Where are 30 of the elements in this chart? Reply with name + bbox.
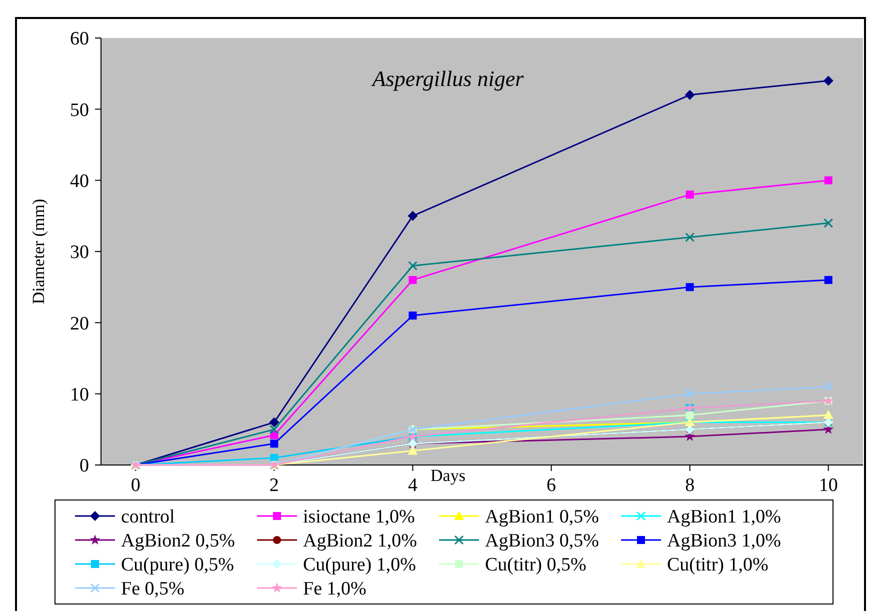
x-axis-title: Days	[430, 466, 466, 485]
y-tick-label: 10	[70, 384, 89, 406]
y-tick-label: 50	[70, 100, 89, 121]
legend-label: AgBion1 1,0%	[667, 506, 782, 528]
legend-label: Cu(pure) 0,5%	[121, 554, 234, 576]
y-tick-label: 40	[70, 170, 89, 192]
y-tick-label: 30	[70, 242, 89, 264]
x-tick-label: 10	[818, 475, 838, 496]
legend-label: Cu(titr) 0,5%	[485, 554, 586, 576]
legend-label: Cu(pure) 1,0%	[303, 554, 416, 576]
legend-label: Cu(titr) 1,0%	[667, 554, 768, 576]
x-tick-label: 2	[269, 475, 279, 496]
legend-label: AgBion3 0,5%	[485, 530, 600, 552]
x-tick-label: 8	[685, 475, 695, 496]
annotation: Aspergillus niger	[370, 66, 524, 91]
x-tick-label: 6	[546, 475, 556, 496]
legend-label: AgBion3 1,0%	[667, 530, 782, 552]
x-tick-label: 4	[408, 475, 418, 496]
legend-label: Fe 1,0%	[303, 578, 366, 600]
y-tick-label: 20	[70, 313, 89, 334]
legend-label: AgBion2 1,0%	[303, 530, 418, 552]
y-axis-title: Diameter (mm)	[29, 198, 48, 304]
x-tick-label: 0	[130, 475, 140, 496]
legend-label: AgBion2 0,5%	[121, 530, 236, 552]
legend-label: control	[121, 506, 175, 528]
y-tick-label: 60	[70, 28, 89, 50]
legend-label: AgBion1 0,5%	[485, 506, 600, 528]
legend-label: Fe 0,5%	[121, 578, 184, 600]
y-tick-label: 0	[80, 456, 89, 477]
legend-label: isioctane 1,0%	[303, 506, 416, 528]
